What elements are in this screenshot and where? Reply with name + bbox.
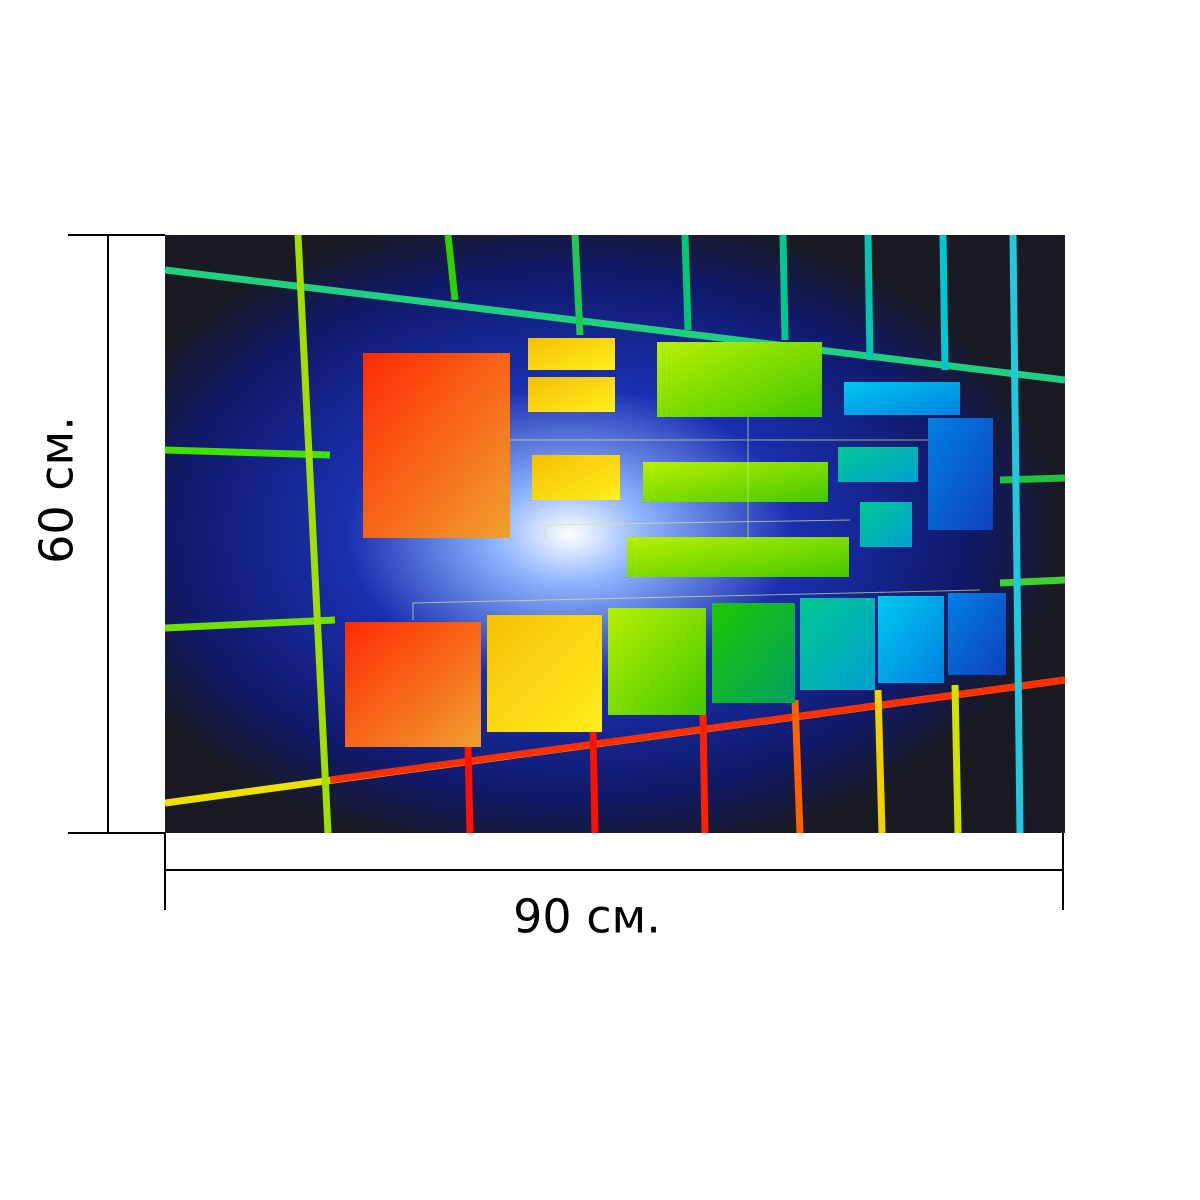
picture <box>165 235 1065 833</box>
width-label: 90 см. <box>513 890 661 944</box>
dimension-lines <box>68 234 1064 910</box>
height-label: 60 см. <box>30 416 84 564</box>
